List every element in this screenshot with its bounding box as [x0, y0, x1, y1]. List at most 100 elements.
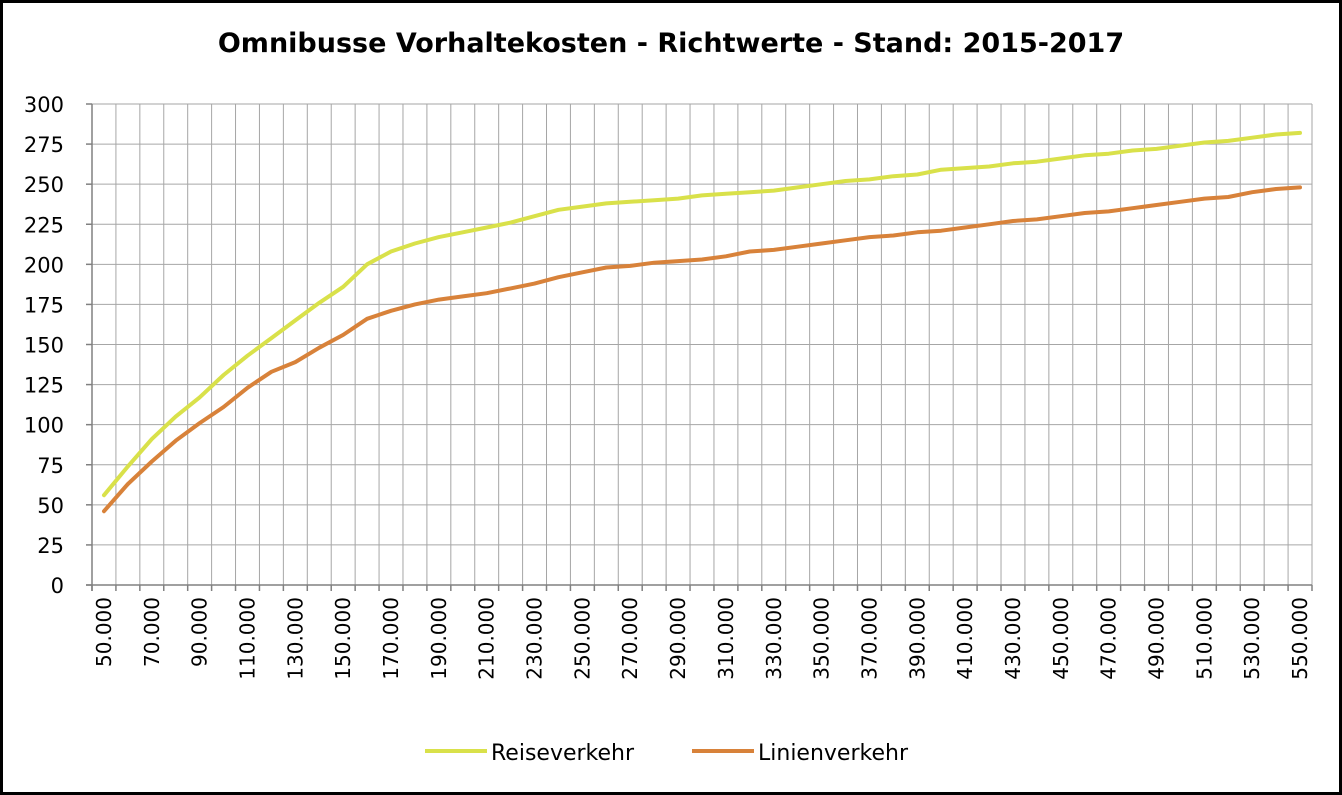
data-point — [1131, 149, 1135, 152]
data-point — [772, 189, 776, 193]
data-point — [1202, 141, 1206, 144]
y-tick-label: 75 — [37, 454, 64, 478]
data-point — [844, 179, 847, 183]
data-point — [341, 285, 345, 289]
data-point — [580, 270, 584, 274]
x-tick-label: 230.000 — [523, 597, 547, 680]
data-point — [700, 193, 704, 197]
x-tick-label: 50.000 — [92, 597, 116, 667]
data-point — [365, 317, 369, 321]
x-tick-label: 110.000 — [235, 597, 259, 680]
y-tick-label: 300 — [24, 93, 64, 117]
data-point — [389, 309, 393, 313]
data-point — [1131, 206, 1135, 210]
x-tick-label: 310.000 — [714, 597, 738, 680]
y-tick-label: 0 — [51, 574, 64, 598]
data-point — [868, 235, 871, 239]
data-point — [915, 173, 919, 176]
data-point — [1202, 197, 1206, 201]
data-point — [772, 248, 776, 252]
data-point — [1107, 152, 1111, 156]
data-point — [1035, 160, 1039, 164]
x-tick-label: 390.000 — [905, 597, 929, 680]
data-point — [820, 242, 824, 245]
data-point — [198, 395, 202, 399]
data-point — [796, 245, 800, 249]
data-point — [1178, 144, 1182, 148]
data-point — [1226, 195, 1230, 199]
data-point — [102, 509, 106, 513]
data-point — [557, 275, 560, 279]
data-point — [748, 190, 752, 194]
data-point — [246, 386, 249, 390]
data-point — [269, 370, 273, 374]
data-point — [389, 250, 393, 253]
x-tick-label: 350.000 — [810, 597, 834, 680]
x-tick-label: 470.000 — [1097, 597, 1121, 680]
y-tick-label: 250 — [24, 173, 64, 197]
x-tick-label: 490.000 — [1145, 597, 1169, 680]
data-point — [700, 258, 704, 261]
x-tick-label: 530.000 — [1240, 597, 1264, 680]
x-tick-label: 90.000 — [188, 597, 212, 667]
data-point — [246, 354, 249, 358]
legend-label-reiseverkehr: Reiseverkehr — [491, 741, 635, 766]
y-tick-label: 175 — [24, 293, 64, 317]
y-tick-label: 25 — [37, 534, 64, 558]
data-point — [652, 198, 656, 202]
data-point — [652, 261, 656, 265]
data-point — [533, 282, 536, 286]
data-point — [126, 482, 130, 486]
y-tick-label: 225 — [24, 213, 64, 237]
y-tick-label: 50 — [37, 494, 64, 518]
data-point — [509, 221, 513, 225]
data-point — [987, 165, 991, 168]
data-point — [1274, 133, 1278, 136]
data-point — [293, 360, 297, 364]
x-tick-label: 170.000 — [379, 597, 403, 680]
data-point — [485, 291, 489, 295]
data-point — [533, 214, 536, 218]
grid-lines — [91, 103, 1313, 586]
data-point — [198, 421, 202, 425]
data-point — [891, 234, 895, 237]
data-point — [628, 264, 632, 268]
data-point — [437, 298, 441, 302]
x-tick-label: 330.000 — [762, 597, 786, 680]
y-tick-label: 100 — [24, 414, 64, 438]
x-tick-label: 130.000 — [283, 597, 307, 680]
data-point — [868, 177, 871, 181]
data-point — [891, 174, 895, 178]
data-point — [676, 197, 680, 201]
data-point — [317, 346, 321, 350]
data-point — [485, 226, 489, 229]
x-tick-label: 510.000 — [1192, 597, 1216, 680]
data-point — [939, 229, 943, 233]
data-point — [317, 301, 321, 305]
x-tick-label: 550.000 — [1288, 597, 1312, 680]
data-point — [365, 262, 369, 266]
data-point — [628, 200, 632, 204]
data-point — [1035, 217, 1039, 221]
data-point — [796, 185, 800, 189]
data-point — [1298, 131, 1302, 135]
data-point — [269, 336, 273, 340]
x-tick-label: 290.000 — [666, 597, 690, 680]
data-point — [150, 437, 154, 441]
legend: Reiseverkehr Linienverkehr — [425, 741, 909, 766]
data-point — [222, 373, 226, 377]
data-point — [413, 242, 417, 245]
data-point — [1083, 153, 1087, 157]
data-point — [557, 208, 560, 212]
data-point — [939, 168, 943, 172]
data-point — [461, 294, 465, 298]
x-tick-labels: 50.000 70.000 90.000 110.000 130.000 150.000 1… — [92, 597, 1312, 680]
series-points-reiseverkehr — [102, 131, 1302, 497]
data-point — [1250, 190, 1254, 194]
data-point — [1059, 214, 1063, 218]
data-point — [604, 201, 608, 205]
data-point — [604, 266, 608, 269]
data-point — [1083, 211, 1087, 215]
data-point — [1011, 219, 1015, 223]
x-tick-label: 450.000 — [1049, 597, 1073, 680]
